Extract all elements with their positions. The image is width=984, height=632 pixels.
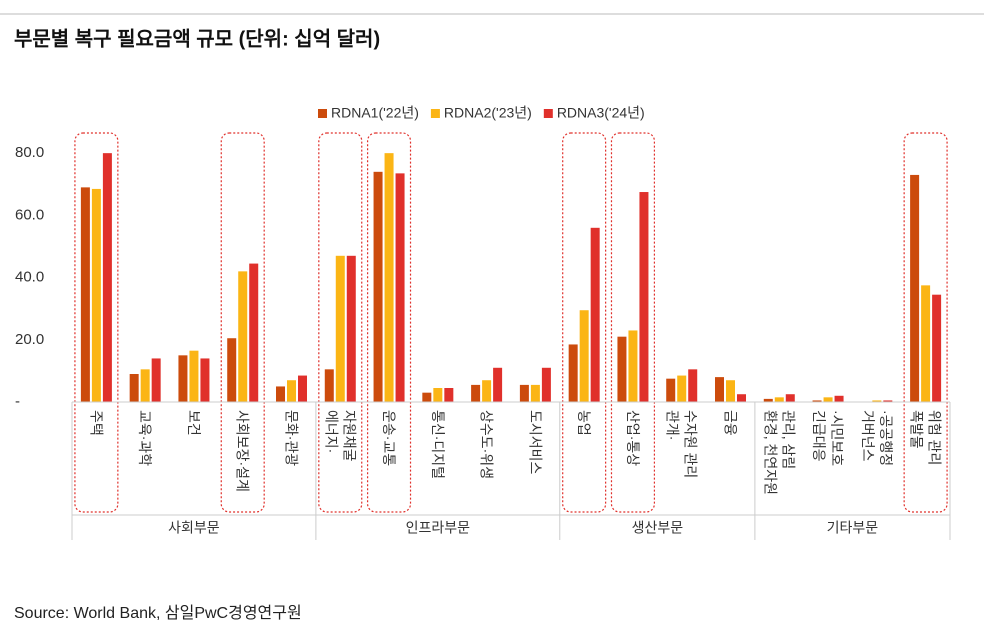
bar <box>189 350 199 402</box>
bar <box>227 338 237 402</box>
y-tick-label: 20.0 <box>15 331 44 348</box>
group-label: 사회부문 <box>168 520 220 536</box>
bar <box>883 400 893 402</box>
x-tick-label: 금융 <box>722 410 739 436</box>
x-tick-label: 도시서비스 <box>527 410 544 475</box>
x-tick-label: 에너지· 자원채굴 <box>323 410 358 462</box>
bar <box>774 397 784 402</box>
bar <box>373 171 383 402</box>
bar <box>151 358 161 402</box>
bar <box>579 310 589 402</box>
y-tick-label: 60.0 <box>15 206 44 223</box>
bar <box>932 294 942 402</box>
legend-swatch <box>318 109 327 118</box>
source: Source: World Bank, 삼일PwC경영연구원 <box>14 604 302 622</box>
bar <box>298 375 307 402</box>
highlight-box <box>220 132 265 513</box>
highlight-box <box>366 132 412 513</box>
bar <box>628 330 638 402</box>
x-tick-label: 통신·디지털 <box>429 410 446 480</box>
bar <box>102 153 112 402</box>
y-tick-label: 80.0 <box>15 144 44 161</box>
bar <box>324 369 334 402</box>
chart-title: 부문별 복구 필요금액 규모 (단위: 십억 달러) <box>14 27 380 50</box>
bar <box>715 377 724 402</box>
bar <box>80 187 90 402</box>
legend-label: RDNA2('23년) <box>444 105 532 121</box>
bar <box>921 285 931 402</box>
bar <box>200 358 210 402</box>
highlight-box <box>318 132 363 513</box>
bar <box>249 263 259 402</box>
x-tick-label: 교육·과학 <box>137 410 154 467</box>
bar <box>129 374 139 402</box>
x-tick-label: 상수도·위생 <box>478 410 495 480</box>
x-tick-label: 운송·교통 <box>381 410 398 467</box>
highlight-box <box>562 132 607 513</box>
x-tick-label: 산업·통상 <box>624 410 641 467</box>
bar <box>422 392 432 402</box>
bar <box>178 355 188 402</box>
x-tick-label: 거버넌스 ·공공행정 <box>859 410 894 467</box>
x-tick-label: 폭발물 위험 관리 <box>908 410 943 466</box>
bar <box>335 255 345 402</box>
bar <box>433 388 443 402</box>
bar <box>384 153 394 402</box>
bar <box>91 188 101 402</box>
bar <box>444 388 454 402</box>
x-tick-label: 긴급대응 ·시민보호 <box>811 410 846 467</box>
bar <box>568 344 578 402</box>
bar <box>688 369 698 402</box>
bar <box>276 386 285 402</box>
bar <box>726 380 735 402</box>
bar <box>519 384 529 402</box>
bar <box>812 400 822 402</box>
x-tick-label: 문화·관광 <box>283 410 300 467</box>
x-tick-label: 보건 <box>185 410 202 436</box>
legend-swatch <box>430 109 440 118</box>
bar <box>287 380 296 402</box>
bar <box>346 255 356 402</box>
bar <box>785 394 795 402</box>
bar <box>471 384 481 402</box>
bar <box>910 174 920 402</box>
bar <box>482 380 492 402</box>
bar <box>834 395 844 402</box>
bar <box>617 336 627 402</box>
bar <box>140 369 150 402</box>
bar <box>541 367 551 402</box>
x-tick-label: 농업 <box>576 410 593 436</box>
bar <box>639 192 649 402</box>
y-tick-label: 40.0 <box>15 269 44 286</box>
highlight-box <box>903 132 948 513</box>
x-tick-label: 사회보장·설계 <box>234 410 251 492</box>
bar <box>666 378 676 402</box>
bar <box>493 367 503 402</box>
x-tick-label: 관개· 수자원 관리 <box>664 410 699 479</box>
bar <box>763 398 773 402</box>
x-tick-label: 환경, 천연자원 관리, 삼림 <box>762 410 797 496</box>
group-label: 기타부문 <box>827 520 879 536</box>
group-label: 생산부문 <box>632 520 684 536</box>
group-label: 인프라부문 <box>406 520 471 536</box>
legend-label: RDNA3('24년) <box>557 105 645 121</box>
highlight-box <box>610 132 656 513</box>
bar <box>823 397 833 402</box>
bar <box>530 384 540 402</box>
legend-swatch <box>543 109 553 118</box>
x-tick-label: 주택 <box>88 410 105 436</box>
bar <box>737 394 746 402</box>
highlight-box <box>74 132 119 513</box>
bar <box>395 173 405 402</box>
bar <box>590 227 600 402</box>
bar <box>872 400 882 402</box>
bar <box>677 375 687 402</box>
legend-label: RDNA1('22년) <box>331 105 419 121</box>
bar <box>238 271 248 402</box>
y-tick-label: - <box>15 393 20 410</box>
